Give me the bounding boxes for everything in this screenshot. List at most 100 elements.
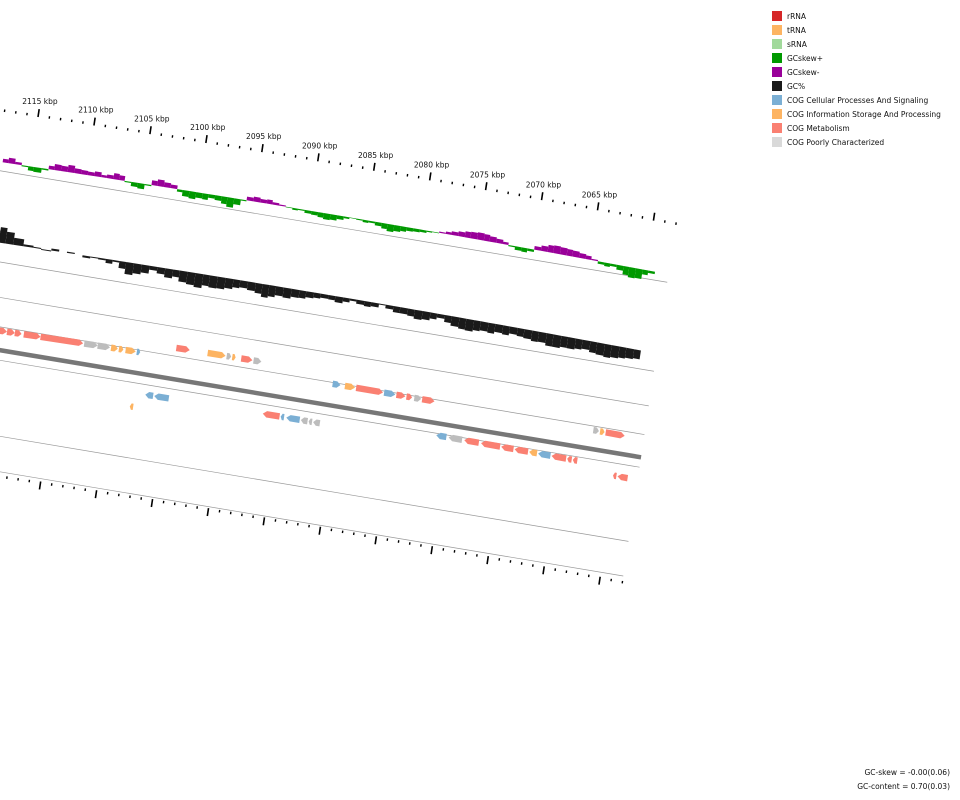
gene-arrow [529,449,538,457]
gene-arrow [413,394,422,402]
gc-skew-negative-bar [151,180,158,186]
gene-arrow [308,418,313,426]
gc-skew-positive-bar [188,191,197,200]
gene-arrow [567,456,573,463]
gc-content-bar [624,347,635,360]
track-guide-line [0,261,654,372]
legend-item-gc-percent: GC% [772,79,941,93]
gc-content-bar [479,321,489,332]
ruler-major-tick [93,117,96,126]
gc-content-bar [603,343,612,358]
position-label: 2080 kbp [414,160,450,169]
gc-skew-negative-bar [67,164,76,174]
gc-content-bar [51,248,60,252]
ruler-major-tick [261,144,264,153]
legend-item-cog-poorly-characterized: COG Poorly Characterized [772,135,941,149]
gene-arrow [14,329,22,337]
gc-content-bar [74,254,83,256]
position-label: 2095 kbp [246,132,282,141]
position-label: 2070 kbp [526,180,562,189]
ruler-major-tick [372,162,376,171]
gc-content-bar [313,292,321,299]
gene-track [0,327,629,482]
gc-skew-negative-bar [272,202,280,206]
gc-content-bar [342,297,350,303]
gene-arrow [175,344,190,353]
gc-content-bar [413,309,423,320]
legend-swatch [772,11,782,21]
gc-content-bar [429,312,438,320]
gc-content-bar [632,349,641,360]
gc-content-bar [349,298,357,302]
gc-skew-positive-bar [240,199,247,202]
track-guide-line [0,170,668,283]
gc-skew-positive-bar [41,168,49,171]
legend-item-trna: tRNA [772,23,941,37]
gc-content-bar [201,274,211,287]
gene-arrow [448,434,463,443]
gc-content-bar [487,322,496,334]
gc-skew-positive-bar [322,213,331,221]
gene-arrow [592,426,599,434]
gene-arrow [599,428,605,435]
gc-content-bar [523,329,533,340]
legend-swatch [772,25,782,35]
gc-skew-negative-bar [74,168,82,175]
track-guide-line [0,471,624,577]
gc-content-bar [399,307,409,315]
gc-content-bar [501,325,511,336]
gc-content-bar [545,333,554,347]
gc-skew-positive-bar [214,195,222,201]
gc-skew-positive-bar [130,181,139,188]
gene-arrow [253,357,262,365]
gc-content-bar [274,286,284,297]
gc-skew-positive-bar [195,192,203,199]
legend-swatch [772,81,782,91]
gc-skew-negative-bar [8,157,16,165]
gc-skew-positive-bar [508,244,516,248]
legend-swatch [772,109,782,119]
gc-content-bar [90,256,99,259]
gc-content-bar [421,311,431,321]
gc-content-bar [66,251,75,255]
gc-skew-negative-bar [572,250,580,258]
gc-content-bar [5,231,15,245]
legend-item-srna: sRNA [772,37,941,51]
gc-content-bar [0,227,8,244]
gene-arrow [129,403,134,411]
gc-skew-positive-bar [400,226,407,232]
gc-skew-negative-bar [101,174,108,179]
gc-skew-negative-bar [106,174,114,180]
gc-content-bar [290,288,300,298]
gc-content-bar [97,257,107,261]
gc-skew-negative-bar [483,234,491,242]
ruler-major-tick [37,108,40,118]
gc-skew-negative-bar [566,248,574,257]
gene-arrow [572,457,578,464]
gc-skew-positive-bar [634,268,643,279]
legend: rRNA tRNA sRNA GCskew+ GCskew- GC% COG C… [772,9,941,149]
position-label: 2065 kbp [582,190,618,199]
gc-skew-positive-bar [609,263,617,268]
gene-arrow [118,345,124,353]
gc-content-track [0,227,641,360]
gc-skew-negative-bar [48,165,55,170]
gc-content-bar [450,316,460,328]
gene-arrow [383,389,396,398]
gc-skew-negative-bar [87,171,95,177]
track-guide-line [0,435,629,542]
gc-content-bar [320,293,329,299]
gc-content-bar [464,318,475,332]
gene-arrow [332,380,341,388]
backbone-line [0,347,642,460]
legend-item-rrna: rRNA [772,9,941,23]
gene-arrow [464,437,480,446]
gene-arrow [97,342,110,351]
gc-skew-positive-bar [27,166,34,172]
gc-content-bar [537,331,547,344]
gc-skew-negative-bar [534,246,542,251]
gc-content-bar [610,345,620,359]
gene-arrow [514,446,529,455]
gc-content-bar [59,251,67,253]
gc-content-bar [385,304,394,310]
